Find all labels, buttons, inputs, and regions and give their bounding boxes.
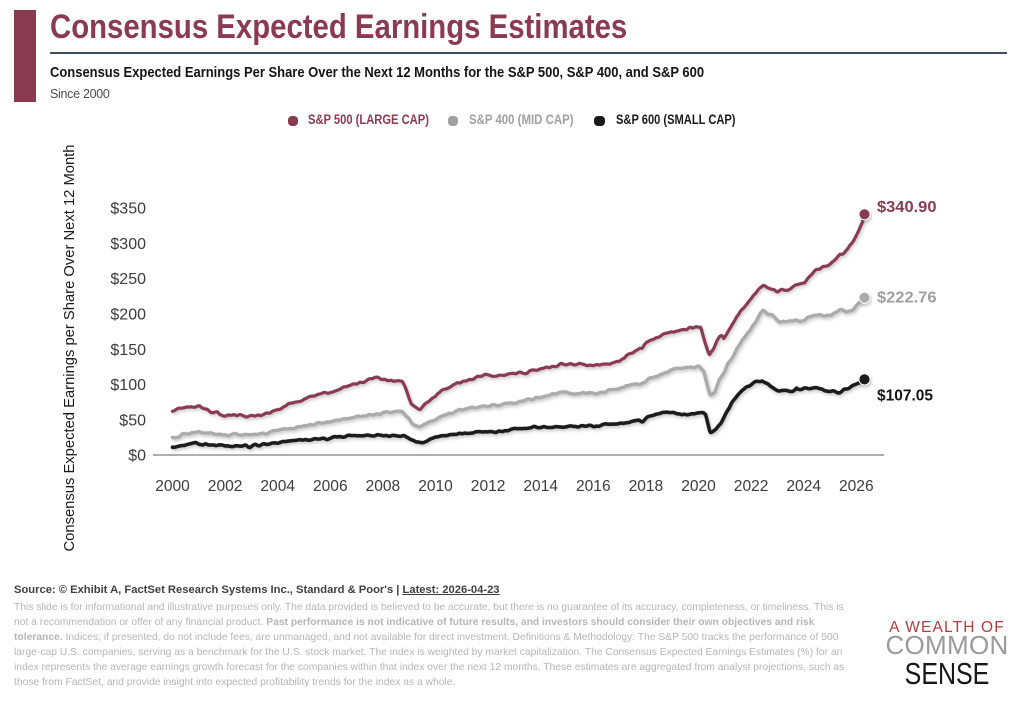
svg-text:$50: $50 [119, 412, 146, 429]
svg-text:$250: $250 [110, 271, 146, 288]
svg-text:Consensus Expected Earnings pe: Consensus Expected Earnings per Share Ov… [61, 145, 78, 552]
svg-text:$0: $0 [128, 448, 146, 465]
svg-text:2008: 2008 [366, 478, 401, 495]
svg-text:$222.76: $222.76 [877, 290, 937, 307]
svg-text:2024: 2024 [786, 478, 821, 495]
svg-text:2012: 2012 [471, 478, 506, 495]
svg-text:$150: $150 [110, 342, 146, 359]
svg-text:$340.90: $340.90 [877, 199, 937, 216]
svg-text:$107.05: $107.05 [877, 387, 933, 404]
svg-text:$200: $200 [110, 307, 146, 324]
svg-text:2020: 2020 [681, 478, 716, 495]
svg-text:$350: $350 [110, 201, 146, 218]
svg-text:2006: 2006 [313, 478, 348, 495]
svg-text:2018: 2018 [629, 478, 664, 495]
svg-text:2000: 2000 [155, 478, 190, 495]
svg-text:$300: $300 [110, 236, 146, 253]
svg-text:2002: 2002 [208, 478, 243, 495]
svg-text:2010: 2010 [418, 478, 453, 495]
svg-text:2014: 2014 [523, 478, 558, 495]
svg-text:$100: $100 [110, 377, 146, 394]
svg-text:2026: 2026 [839, 478, 874, 495]
svg-text:2022: 2022 [734, 478, 769, 495]
svg-text:2016: 2016 [576, 478, 611, 495]
svg-text:2004: 2004 [260, 478, 295, 495]
